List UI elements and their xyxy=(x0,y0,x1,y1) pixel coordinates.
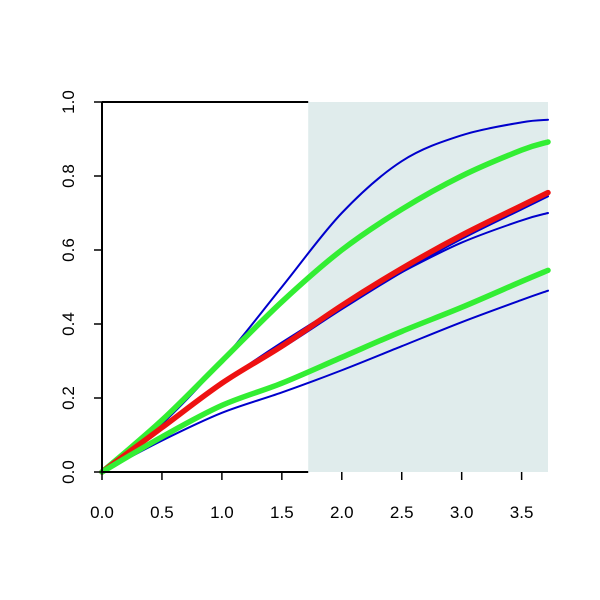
series-line-7 xyxy=(101,289,549,473)
x-tick-label: 0.0 xyxy=(90,503,114,522)
y-tick-label: 0.4 xyxy=(59,312,78,336)
x-tick-label: 3.5 xyxy=(510,503,534,522)
x-tick-label: 1.0 xyxy=(210,503,234,522)
y-tick-label: 0.6 xyxy=(59,238,78,262)
x-tick-label: 0.5 xyxy=(150,503,174,522)
y-tick-label: 1.0 xyxy=(59,90,78,114)
series-line-6 xyxy=(99,267,551,475)
x-tick-label: 1.5 xyxy=(270,503,294,522)
series-line-2 xyxy=(99,139,551,475)
x-tick-label: 2.0 xyxy=(330,503,354,522)
x-tick-label: 3.0 xyxy=(450,503,474,522)
x-tick-label: 2.5 xyxy=(390,503,414,522)
y-tick-label: 0.0 xyxy=(59,460,78,484)
series-line-3 xyxy=(99,189,551,475)
axis-layer: 0.0 0.5 1.0 1.5 2.0 2.5 3.0 3.5 0.0 0.2 0.4 0.6 0.8 1… xyxy=(59,90,533,522)
y-tick-label: 0.2 xyxy=(59,386,78,410)
series-layer xyxy=(99,118,551,475)
y-tick-label: 0.8 xyxy=(59,164,78,188)
